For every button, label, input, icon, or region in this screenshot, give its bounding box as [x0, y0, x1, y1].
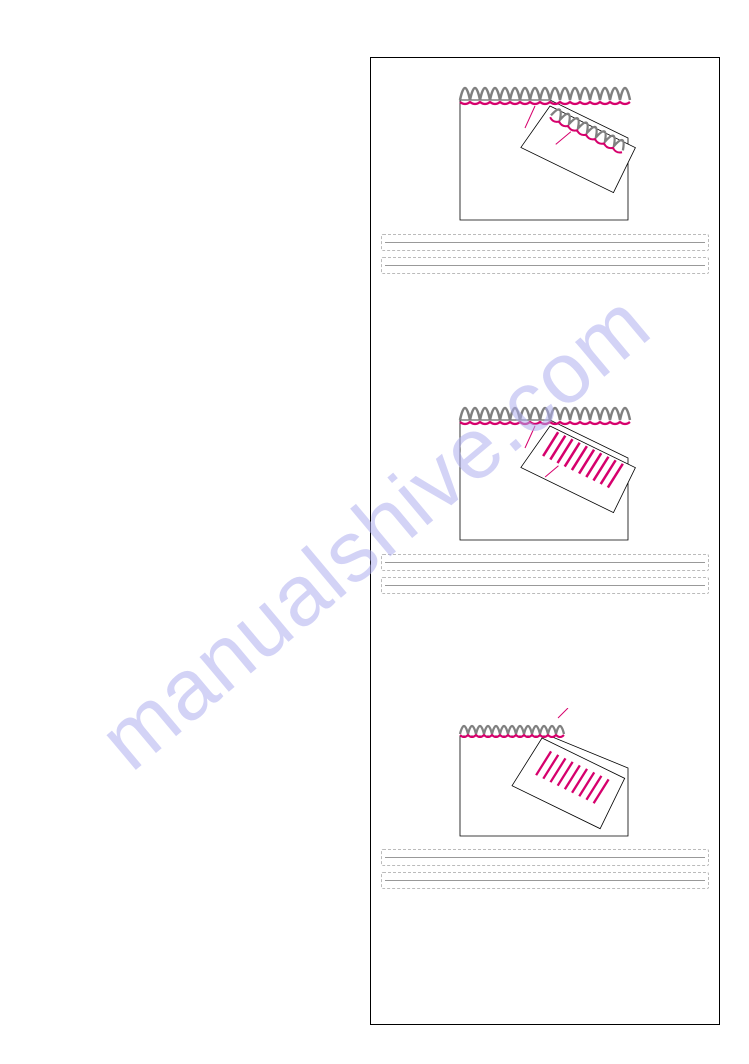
- table-1b: [381, 257, 709, 274]
- settings-table: [385, 261, 705, 270]
- diagram-2: [440, 388, 650, 548]
- table-2a: [381, 554, 709, 571]
- table-3a: [381, 849, 709, 866]
- diagram-3: [440, 708, 650, 843]
- diagram-1: [440, 68, 650, 228]
- table-3b: [381, 872, 709, 889]
- table-2b: [381, 577, 709, 594]
- table-1a: [381, 234, 709, 251]
- settings-table: [385, 853, 705, 862]
- content-frame: [370, 57, 720, 1025]
- settings-table: [385, 238, 705, 247]
- settings-table: [385, 876, 705, 885]
- settings-table: [385, 558, 705, 567]
- section-2: [371, 378, 719, 600]
- section-1: [371, 58, 719, 280]
- page: manualshive.com: [0, 0, 749, 1064]
- settings-table: [385, 581, 705, 590]
- section-3: [371, 698, 719, 895]
